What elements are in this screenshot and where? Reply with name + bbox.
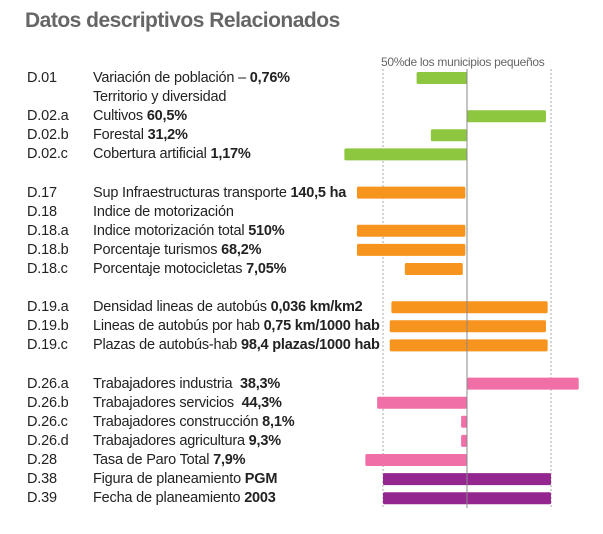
row-code: D.19.b	[27, 318, 69, 335]
row-code: D.28	[27, 452, 57, 468]
page-title: Datos descriptivos Relacionados	[25, 9, 340, 32]
bar-d-18-c	[404, 263, 463, 275]
bar-d-18-a	[356, 224, 466, 237]
row-label: Porcentaje turismos 68,2%	[93, 241, 261, 260]
row-text: Fecha de planeamiento	[93, 490, 245, 507]
row-text: Indice de motorización	[93, 203, 234, 220]
row-code: D.38	[27, 471, 57, 488]
reference-label: 50%de los municipios pequeños	[381, 55, 545, 69]
row-label: Trabajadores servicios 44,3%	[93, 394, 282, 413]
row-label: Trabajadores agricultura 9,3%	[93, 432, 281, 451]
row-code: D.02.a	[27, 108, 69, 125]
bar-d-26-b	[377, 396, 467, 409]
row-label: Tasa de Paro Total 7,9%	[93, 451, 246, 470]
row-value: 8,1%	[262, 413, 295, 430]
row-label: Trabajadores construcción 8,1%	[93, 413, 295, 432]
row-label: Cobertura artificial 1,17%	[93, 145, 251, 164]
row-label: Indice motorización total 510%	[93, 222, 285, 241]
row-text: Cobertura artificial	[93, 146, 211, 163]
row-code: D.26.d	[27, 432, 69, 449]
bar-d-17	[356, 186, 466, 199]
row-code: D.02.b	[27, 127, 69, 144]
row-text: Territorio y diversidad	[93, 89, 227, 106]
row-value: 98,4 plazas/1000 hab	[240, 337, 380, 354]
row-label: Sup Infraestructuras transporte 140,5 ha	[93, 184, 346, 203]
bar-d-19-b	[389, 320, 546, 333]
row-code: D.02.c	[27, 146, 68, 163]
row-code: D.18.a	[27, 222, 69, 239]
bar-d-26-a	[467, 377, 579, 390]
row-text: Tasa de Paro Total	[93, 452, 214, 468]
row-text: Trabajadores agricultura	[93, 432, 249, 449]
row-text: Indice motorización total	[93, 222, 249, 239]
row-value: 44,3%	[241, 394, 282, 411]
row-label: Porcentaje motocicletas 7,05%	[93, 260, 286, 279]
row-label: Lineas de autobús por hab 0,75 km/1000 h…	[93, 317, 380, 336]
row-value: 0,036 km/km2	[270, 299, 363, 316]
row-code: D.18.b	[27, 241, 69, 258]
row-value: 7,9%	[213, 452, 246, 468]
bar-d-28	[365, 454, 467, 466]
row-code: D.19.c	[27, 337, 68, 354]
row-code: D.26.a	[27, 375, 69, 392]
bar-d-26-d	[461, 434, 467, 447]
row-value: 0,76%	[249, 70, 290, 86]
row-value: 1,17%	[210, 146, 251, 163]
row-value: 0,75 km/1000 hab	[263, 318, 380, 335]
row-text: Porcentaje turismos	[93, 241, 222, 258]
row-label: Variación de población – 0,76%	[93, 69, 290, 88]
row-value: 60,5%	[146, 108, 187, 125]
row-code: D.18.c	[27, 261, 68, 277]
row-code: D.18	[27, 203, 57, 220]
bar-d-01	[416, 72, 467, 84]
row-value: 2003	[244, 490, 276, 507]
row-code: D.01	[27, 70, 57, 86]
row-code: D.39	[27, 490, 57, 507]
row-value: 9,3%	[248, 432, 281, 449]
row-text: Sup Infraestructuras transporte	[93, 184, 291, 201]
row-text: Trabajadores servicios	[93, 394, 242, 411]
row-label: Fecha de planeamiento 2003	[93, 489, 276, 508]
row-value: 7,05%	[246, 261, 287, 277]
bar-d-26-c	[461, 415, 467, 428]
row-value: 38,3%	[240, 375, 281, 392]
row-text: Densidad lineas de autobús	[93, 299, 271, 316]
row-label: Cultivos 60,5%	[93, 107, 187, 126]
row-text: Forestal	[93, 127, 148, 144]
row-label: Forestal 31,2%	[93, 126, 188, 145]
row-text: Porcentaje motocicletas	[93, 261, 247, 277]
row-label: Densidad lineas de autobús 0,036 km/km2	[93, 298, 363, 317]
row-text: Variación de población –	[93, 70, 250, 86]
row-text: Lineas de autobús por hab	[93, 318, 264, 335]
row-value: 140,5 ha	[290, 184, 347, 201]
bar-d-19-a	[391, 301, 548, 314]
row-value: 68,2%	[221, 241, 262, 258]
row-code: D.26.b	[27, 394, 69, 411]
row-text: Plazas de autobús-hab	[93, 337, 241, 354]
row-value: PGM	[244, 471, 278, 488]
row-code: D.19.a	[27, 299, 69, 316]
row-label: Indice de motorización	[93, 203, 234, 222]
bar-d-18-b	[356, 243, 466, 256]
row-text: Cultivos	[93, 108, 147, 125]
row-text: Trabajadores industria	[93, 375, 240, 392]
row-value: 31,2%	[147, 127, 188, 144]
row-value: 510%	[248, 222, 285, 239]
row-code: D.17	[27, 184, 57, 201]
row-text: Trabajadores construcción	[93, 413, 263, 430]
row-label: Figura de planeamiento PGM	[93, 470, 277, 489]
row-label: Plazas de autobús-hab 98,4 plazas/1000 h…	[93, 336, 380, 355]
row-label: Trabajadores industria 38,3%	[93, 375, 280, 394]
row-code: D.26.c	[27, 413, 68, 430]
bar-d-02-b	[430, 129, 467, 142]
bar-d-02-c	[344, 148, 467, 161]
bar-d-02-a	[467, 110, 546, 123]
bar-d-19-c	[389, 339, 548, 352]
row-text: Figura de planeamiento	[93, 471, 245, 488]
row-label: Territorio y diversidad	[93, 88, 226, 107]
